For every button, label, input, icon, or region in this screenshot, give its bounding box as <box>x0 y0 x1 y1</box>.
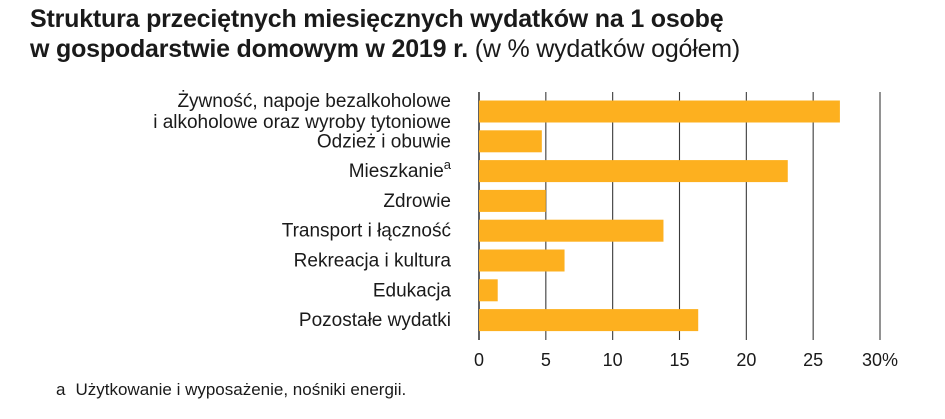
bars <box>479 100 840 332</box>
footnote-marker: a <box>56 380 66 399</box>
bar <box>479 249 565 272</box>
bar <box>479 160 788 183</box>
category-label: Edukacja <box>373 280 452 301</box>
x-tick-label: 30% <box>862 350 898 370</box>
bar <box>479 279 498 302</box>
title-line-2-bold: w gospodarstwie domowym w 2019 r. <box>30 35 468 63</box>
category-label: Odzież i obuwie <box>317 131 451 152</box>
category-label: Pozostałe wydatki <box>299 310 451 331</box>
footnote: a Użytkowanie i wyposażenie, nośniki ener… <box>56 380 406 400</box>
category-label: Zdrowie <box>383 191 451 212</box>
gridlines <box>478 92 881 340</box>
x-tick-label: 0 <box>474 350 484 370</box>
category-label: Mieszkaniea <box>349 157 452 182</box>
bar <box>479 100 840 123</box>
category-label: Żywność, napoje bezalkoholowe <box>177 91 451 112</box>
category-label: Rekreacja i kultura <box>294 251 452 272</box>
x-tick-label: 10 <box>603 350 623 370</box>
title-line-1: Struktura przeciętnych miesięcznych wyda… <box>30 5 724 33</box>
chart-title: Struktura przeciętnych miesięcznych wyda… <box>30 4 740 64</box>
x-tick-label: 20 <box>736 350 756 370</box>
bar <box>479 219 664 242</box>
title-line-2: w gospodarstwie domowym w 2019 r. (w % w… <box>30 34 740 64</box>
category-superscript: a <box>444 157 452 172</box>
category-label: i alkoholowe oraz wyroby tytoniowe <box>153 112 451 133</box>
title-unit: (w % wydatków ogółem) <box>474 35 741 63</box>
footnote-text: Użytkowanie i wyposażenie, nośniki energ… <box>75 380 407 399</box>
bar <box>479 189 546 212</box>
x-tick-labels: 0 5 10 15 20 25 30% <box>474 350 898 370</box>
x-tick-label: 5 <box>541 350 551 370</box>
category-label: Transport i łączność <box>282 221 451 242</box>
bar <box>479 130 542 153</box>
bar <box>479 309 699 332</box>
x-tick-label: 15 <box>669 350 689 370</box>
x-tick-label: 25 <box>803 350 823 370</box>
